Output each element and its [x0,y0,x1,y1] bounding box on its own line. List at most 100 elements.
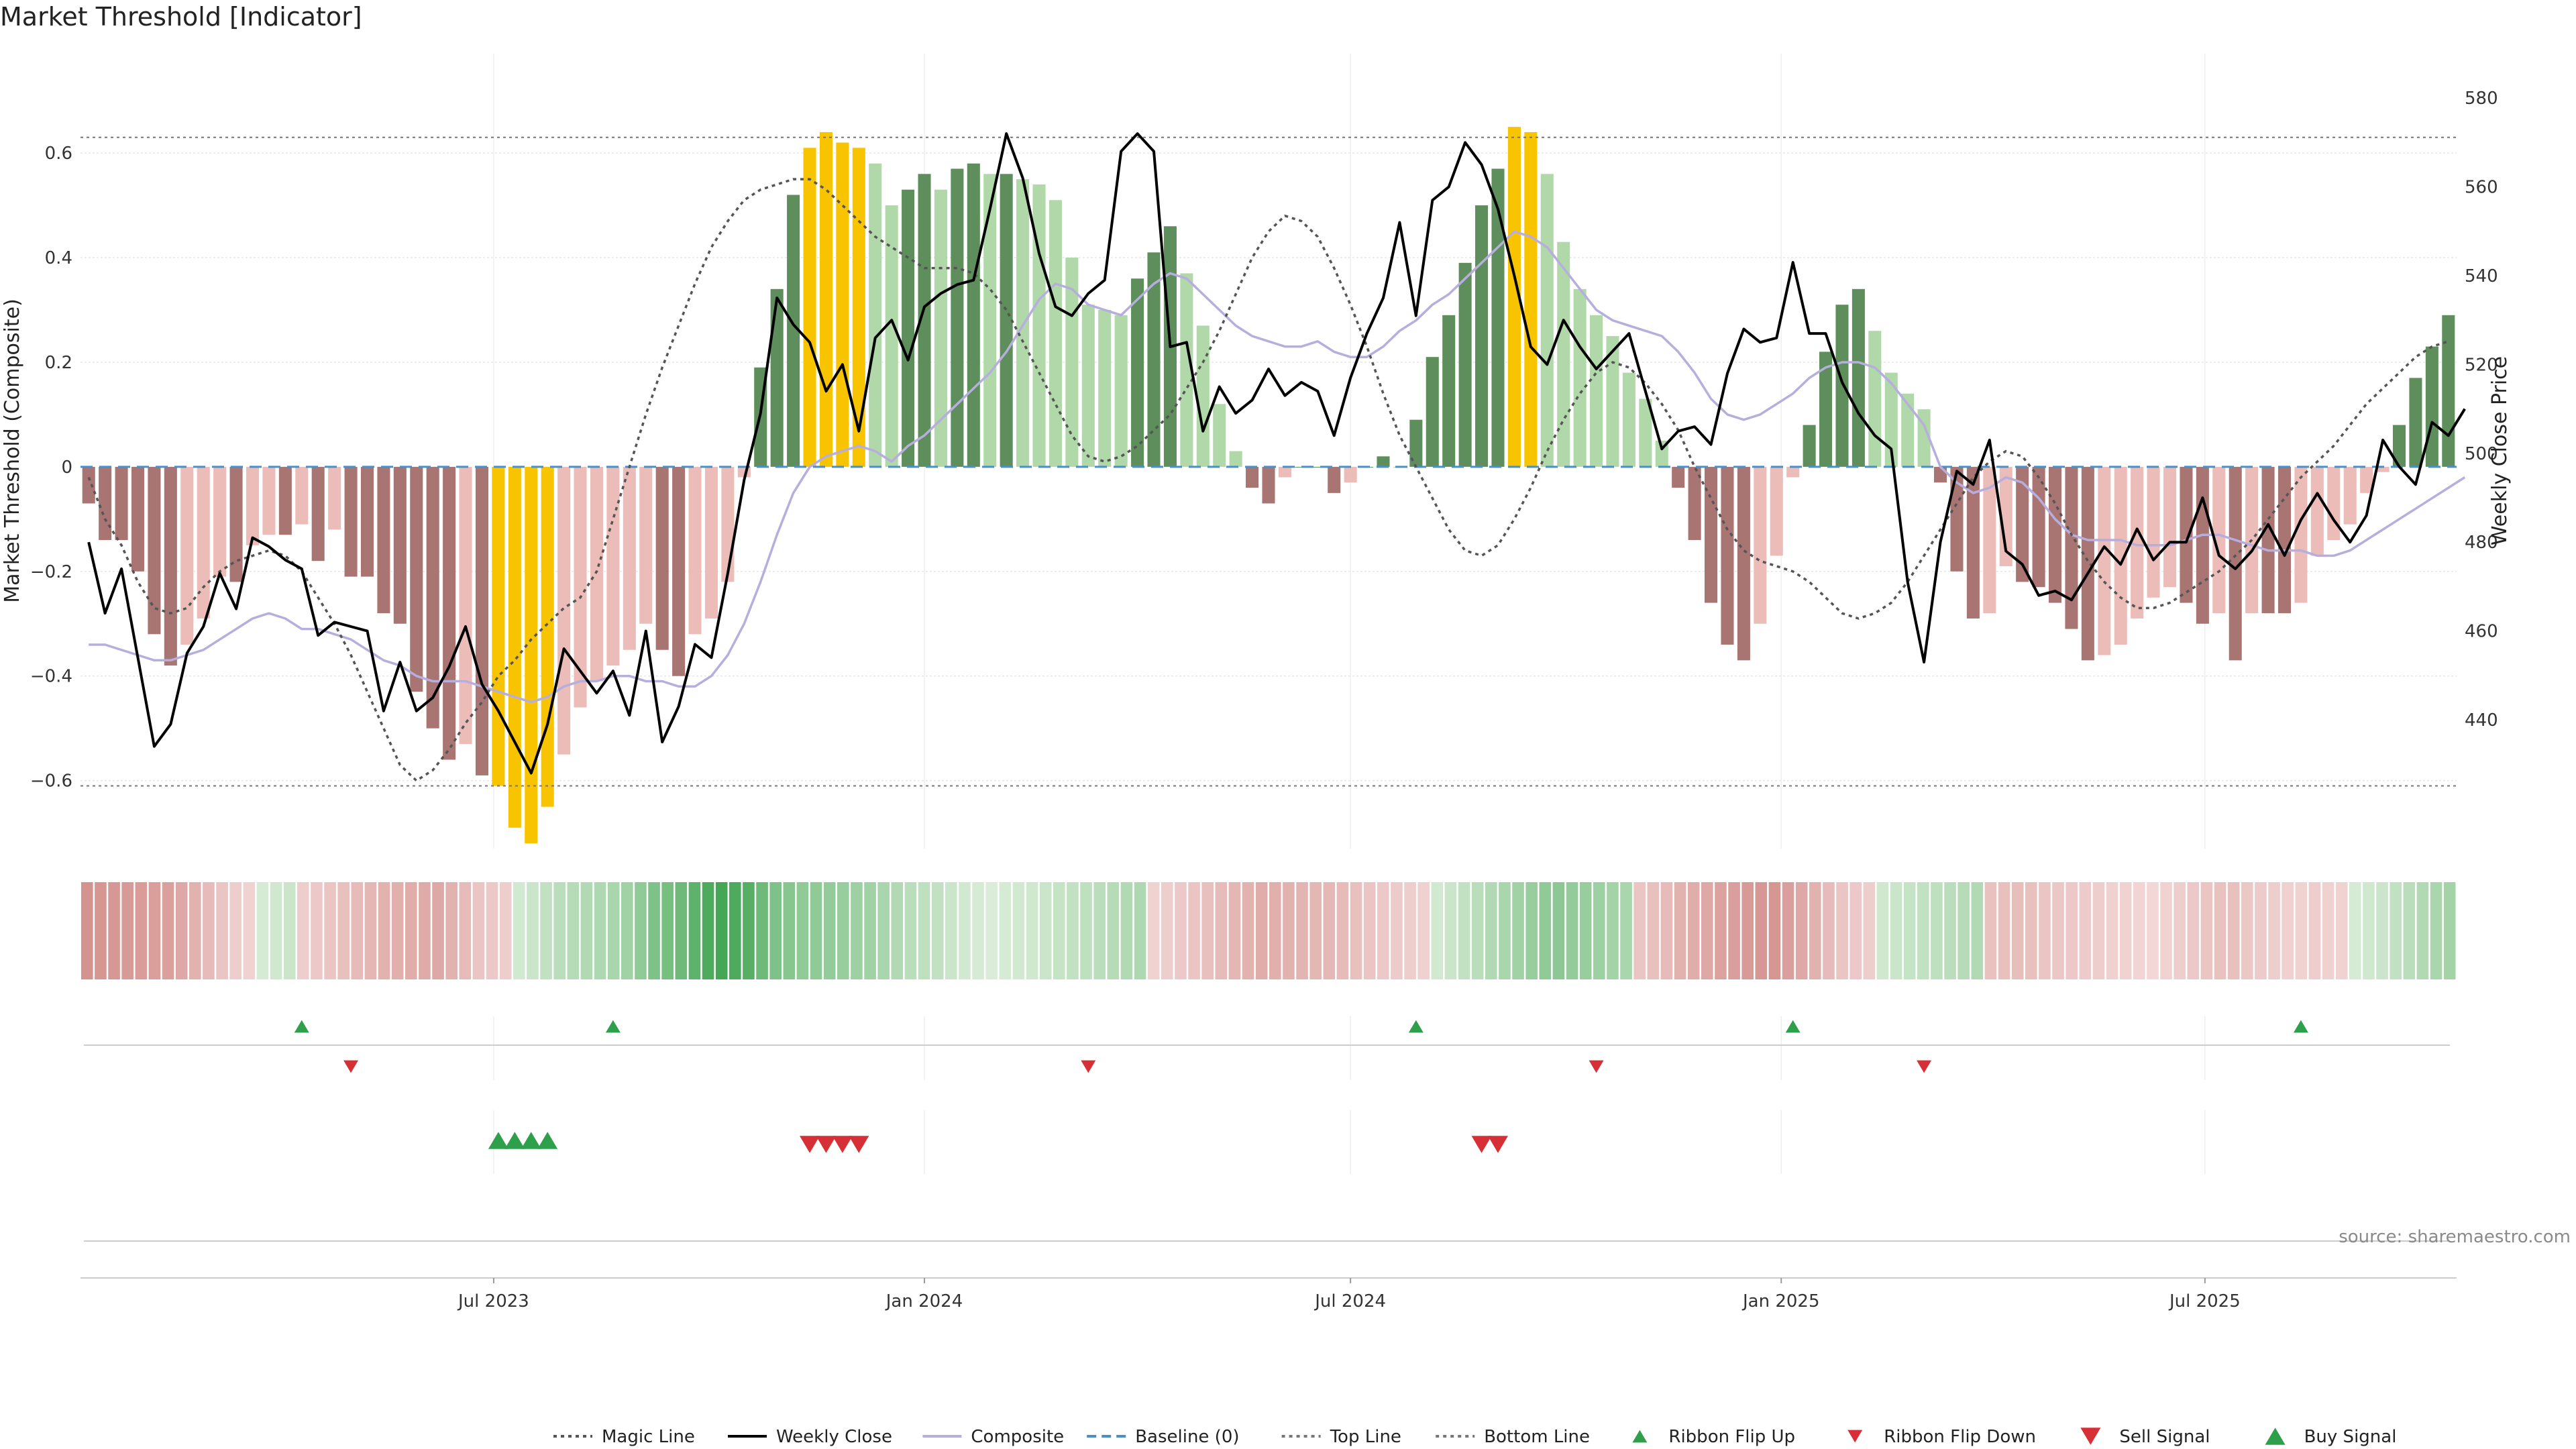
y-left-tick-label: 0.6 [45,144,72,164]
ribbon-cell [1715,882,1727,979]
ribbon-cell [540,882,552,979]
ribbon-cell [2443,882,2456,979]
ribbon-cell [472,882,485,979]
ribbon-cell [2403,882,2416,979]
composite-bar [803,148,816,467]
composite-bar [2261,466,2275,614]
legend-tri-up-icon [2265,1428,2286,1445]
ribbon-cell [1512,882,1524,979]
composite-bar [2196,466,2209,624]
ribbon-cell [1350,882,1362,979]
ribbon-cell [1552,882,1565,979]
ribbon-cell [1161,882,1173,979]
x-tick-label: Jan 2024 [885,1291,963,1311]
ribbon-cell [1701,882,1713,979]
ribbon-cell [1687,882,1700,979]
composite-bar [2425,346,2438,467]
composite-bar [148,466,161,635]
composite-bar [1803,425,1816,467]
ribbon-cell [1242,882,1254,979]
ribbon-cell [162,882,174,979]
composite-bar [311,466,325,561]
ribbon-cell [2376,882,2388,979]
composite-bar [344,466,358,577]
ribbon-cell [527,882,539,979]
ribbon-cell [256,882,269,979]
ribbon-cell [621,882,633,979]
composite-bar [2376,466,2390,472]
composite-bar [1475,205,1489,467]
composite-bar [1278,466,1291,478]
composite-bar [1081,305,1095,467]
composite-bar [606,466,620,666]
y-left-tick-label: −0.4 [30,667,72,687]
composite-bar [1868,331,1882,467]
x-tick-label: Jul 2024 [1313,1291,1386,1311]
ribbon-cell [216,882,228,979]
composite-bar [819,131,833,467]
legend-item: Weekly Close [728,1427,892,1447]
ribbon-cell [1849,882,1862,979]
ribbon-cell [1134,882,1146,979]
ribbon-cell [1296,882,1308,979]
ribbon-flip-up-marker [1785,1020,1801,1033]
ribbon-cell [2349,882,2361,979]
composite-bar [787,195,800,467]
sell-signal-marker [1471,1136,1492,1153]
ribbon-cell [1080,882,1092,979]
ribbon-cell [715,882,728,979]
ribbon-cell [1755,882,1768,979]
composite-bar [688,466,702,635]
composite-bar [1196,325,1210,467]
ribbon-cell [1309,882,1322,979]
ribbon-cell [594,882,606,979]
ribbon-cell [2052,882,2064,979]
ribbon-cell [1566,882,1578,979]
buy-signal-marker [504,1132,525,1149]
ribbon-cell [243,882,256,979]
buy-signal-marker [488,1132,508,1149]
ribbon-cell [567,882,580,979]
composite-bar [852,148,865,467]
ribbon-cell [2241,882,2253,979]
composite-bar [983,174,997,467]
ribbon-cell [1215,882,1228,979]
ribbon-cell [1012,882,1025,979]
ribbon-cell [2390,882,2402,979]
ribbon-cell [1417,882,1430,979]
composite-bar [1606,335,1619,467]
composite-bar [2048,466,2062,603]
ribbon-cell [1444,882,1457,979]
ribbon-cell [2174,882,2186,979]
legend-item: Buy Signal [2265,1427,2396,1447]
composite-bar [1246,466,1259,488]
composite-bar [1032,184,1046,467]
ribbon-cell [810,882,822,979]
composite-bar [2065,466,2078,629]
composite-bar [82,466,95,504]
y-right-tick-label: 580 [2465,89,2498,109]
composite-bar [902,189,915,467]
composite-bar [2327,466,2341,541]
composite-bar [115,466,128,541]
ribbon-cell [1917,882,1929,979]
ribbon-flip-up-marker [2293,1020,2308,1033]
composite-bar [1917,409,1931,467]
buy-signal-marker [521,1132,541,1149]
composite-bar [1639,398,1652,467]
composite-bar [623,466,636,650]
ribbon-cell [2133,882,2145,979]
composite-bar [1786,466,1800,478]
ribbon-cell [2282,882,2294,979]
ribbon-cell [2295,882,2308,979]
composite-bar [574,466,587,708]
composite-bar [541,466,554,807]
ribbon-cell [432,882,444,979]
source-label: source: sharemaestro.com [2339,1227,2571,1247]
ribbon-cell [783,882,796,979]
ribbon-cell [648,882,660,979]
ribbon-cell [1067,882,1079,979]
ribbon-cell [2119,882,2132,979]
weekly-close-line [87,132,2466,775]
